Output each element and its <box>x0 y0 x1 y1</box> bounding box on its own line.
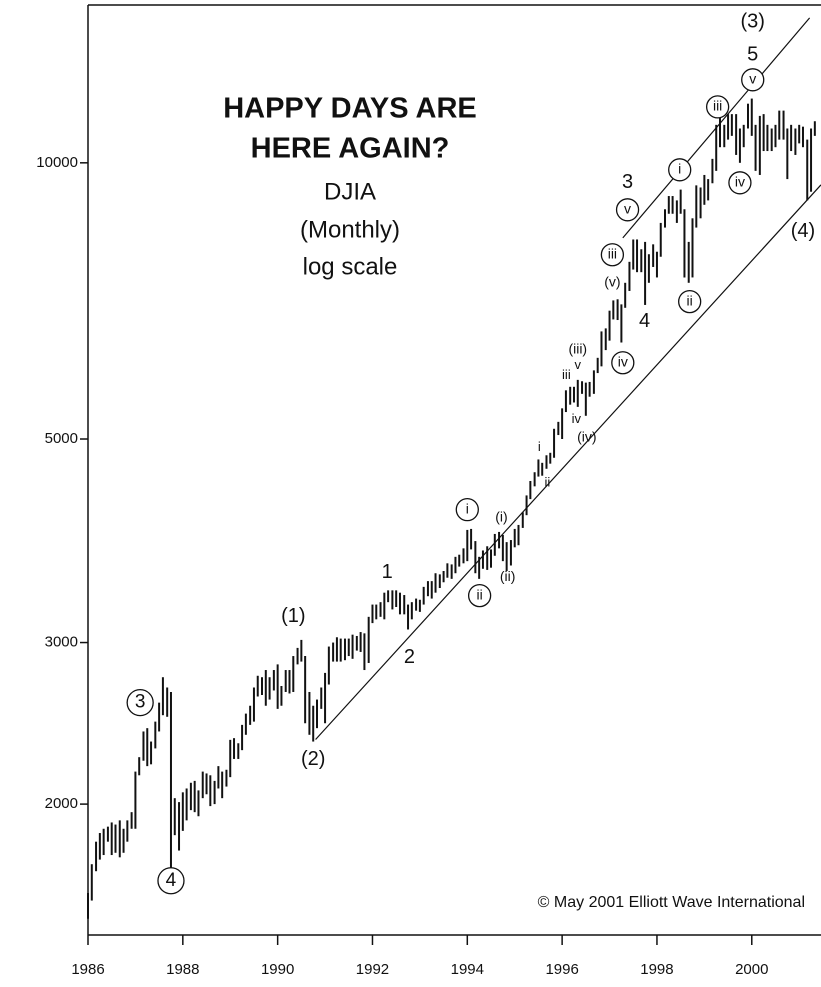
annotation-label: (4) <box>791 220 815 242</box>
annotation-circle <box>678 289 702 314</box>
chart-subtitle: log scale <box>303 253 398 280</box>
annotation-label: 1 <box>382 561 393 583</box>
annotation-label: (i) <box>495 508 507 524</box>
annotation-circle <box>467 583 492 608</box>
annotation-label: ii <box>687 292 693 308</box>
annotation-circle <box>611 351 635 375</box>
annotation-circle <box>455 497 479 522</box>
y-tick-label: 5000 <box>45 430 78 447</box>
annotation-circle <box>741 68 765 92</box>
y-tick-label: 3000 <box>45 634 78 651</box>
annotation-circle <box>705 95 730 119</box>
copyright-note: © May 2001 Elliott Wave International <box>538 894 805 911</box>
chart-subtitle: (Monthly) <box>300 216 400 243</box>
annotation-circle <box>728 171 752 195</box>
chart-subtitle: DJIA <box>324 178 376 205</box>
annotation-label: 3 <box>622 171 633 193</box>
annotation-circle <box>615 198 640 222</box>
annotation-label: 5 <box>747 43 758 65</box>
annotation-label: iii <box>608 245 617 261</box>
annotation-label: iv <box>572 411 582 426</box>
annotation-label: (iii) <box>568 340 587 356</box>
x-tick-label: 1992 <box>356 961 389 978</box>
annotation-label: ii <box>545 474 551 489</box>
x-tick-label: 1996 <box>545 961 578 978</box>
annotation-label: (ii) <box>500 568 516 584</box>
annotation-label: iii <box>562 367 571 382</box>
annotation-label: 4 <box>166 870 177 891</box>
annotation-label: i <box>678 161 681 177</box>
annotation-label: i <box>466 500 469 516</box>
trend-line <box>622 17 811 239</box>
x-tick-label: 2000 <box>735 961 768 978</box>
chart-title: HAPPY DAYS ARE <box>223 93 477 125</box>
annotation-label: 2 <box>404 646 415 668</box>
x-tick-label: 1988 <box>166 961 199 978</box>
annotation-label: v <box>624 200 631 216</box>
annotation-label: ii <box>477 586 483 602</box>
annotation-label: v <box>749 71 756 87</box>
annotation-label: (1) <box>281 605 305 627</box>
annotation-label: iii <box>713 98 722 114</box>
x-tick-label: 1998 <box>640 961 673 978</box>
y-tick-label: 2000 <box>45 795 78 812</box>
trend-line <box>315 184 821 740</box>
annotation-label: v <box>575 357 582 372</box>
annotation-circle <box>668 158 692 182</box>
annotation-circle <box>600 243 625 267</box>
annotation-label: iv <box>618 353 628 369</box>
chart-title: HERE AGAIN? <box>251 133 450 165</box>
annotation-label: (v) <box>604 274 620 290</box>
annotation-label: 3 <box>135 692 146 713</box>
annotation-label: (iv) <box>577 428 596 444</box>
annotation-label: (2) <box>301 748 325 770</box>
annotation-label: iv <box>735 174 745 190</box>
x-tick-label: 1986 <box>71 961 104 978</box>
annotation-label: i <box>538 439 541 454</box>
x-tick-label: 1994 <box>451 961 484 978</box>
annotation-label: 4 <box>639 310 650 332</box>
annotation-circle <box>157 867 185 895</box>
x-tick-label: 1990 <box>261 961 294 978</box>
annotation-circle <box>126 688 154 717</box>
annotation-label: (3) <box>740 10 764 32</box>
y-tick-label: 10000 <box>36 154 78 171</box>
